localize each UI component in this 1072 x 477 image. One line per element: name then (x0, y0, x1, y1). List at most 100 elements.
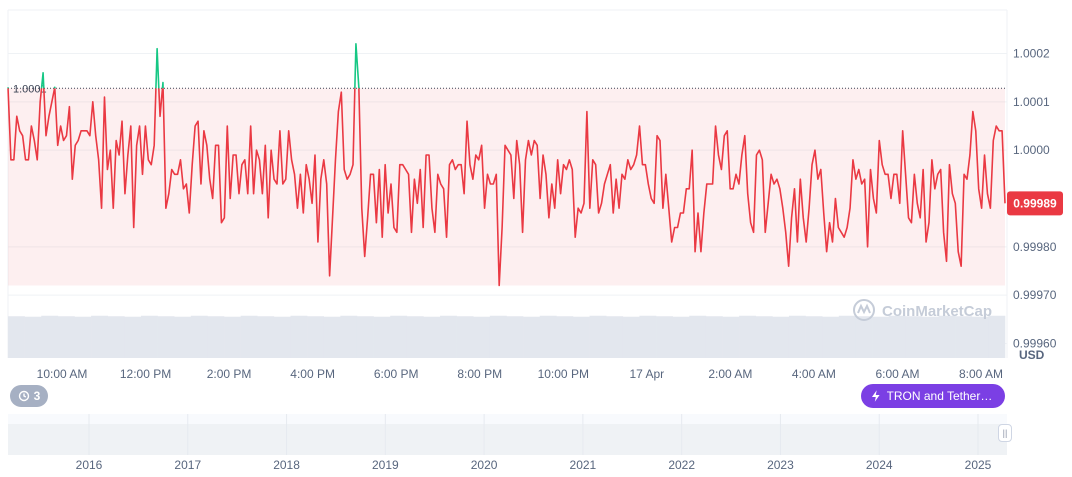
volume-bar (290, 315, 308, 358)
news-button[interactable]: TRON and Tether h... (861, 384, 1005, 408)
volume-bar (755, 316, 773, 358)
volume-bar (689, 315, 707, 358)
x-tick-label: 2:00 PM (207, 367, 252, 381)
navigator-year-label: 2024 (866, 458, 893, 472)
navigator-year-label: 2020 (471, 458, 498, 472)
volume-bar (656, 316, 673, 358)
volume-bar (805, 316, 823, 358)
volume-bar (257, 316, 275, 358)
volume-bar (406, 316, 424, 358)
volume-bar (705, 316, 723, 358)
volume-bar (207, 316, 225, 358)
current-price-badge: 0.99989 (1007, 191, 1063, 216)
volume-bars (8, 315, 1006, 358)
current-price-label: 0.99989 (1013, 196, 1057, 210)
x-axis: 10:00 AM 12:00 PM 2:00 PM 4:00 PM 6:00 PM 8:0… (37, 367, 1003, 381)
volume-bar (971, 316, 989, 358)
x-tick-label: 10:00 AM (37, 367, 88, 381)
volume-bar (124, 316, 142, 358)
volume-bar (589, 315, 607, 358)
x-tick-label: 12:00 PM (120, 367, 171, 381)
plot-area-frame (7, 9, 1008, 358)
navigator-handle[interactable]: || (998, 424, 1012, 442)
y-tick-label: 0.99960 (1013, 337, 1057, 351)
volume-bar (955, 316, 973, 358)
watermark-text: CoinMarketCap (882, 303, 992, 320)
volume-bar (190, 315, 208, 358)
y-tick-label: 1.0002 (1013, 47, 1050, 61)
volume-bar (57, 316, 75, 358)
news-text: TRON and Tether h... (886, 389, 995, 403)
y-tick-label: 0.99980 (1013, 240, 1057, 254)
volume-bar (423, 316, 441, 358)
volume-bar (107, 316, 125, 358)
navigator-year-label: 2023 (767, 458, 794, 472)
volume-bar (356, 316, 374, 358)
volume-bar (905, 316, 923, 358)
reference-label: 1.0001 (13, 83, 47, 95)
volume-bar (91, 315, 108, 358)
volume-bar (523, 316, 541, 358)
navigator-year-label: 2022 (668, 458, 695, 472)
volume-bar (739, 315, 757, 358)
volume-bar (74, 316, 92, 358)
x-tick-label: 6:00 AM (875, 367, 919, 381)
volume-bar (556, 316, 574, 358)
volume-bar (473, 316, 491, 358)
x-tick-label: 17 Apr (629, 367, 664, 381)
coinmarketcap-logo-icon (853, 299, 875, 321)
volume-bar (340, 315, 358, 358)
navigator-grid (88, 414, 979, 455)
unit-label: USD (1019, 348, 1045, 362)
area-fill-below-reference (8, 88, 1005, 286)
navigator[interactable]: 2016 2017 2018 2019 2020 2021 2022 2023 2024 2025 (8, 414, 1007, 472)
volume-bar (390, 315, 408, 358)
history-icon (18, 390, 29, 402)
navigator-year-label: 2025 (965, 458, 992, 472)
volume-bar (440, 315, 457, 358)
volume-bar (157, 316, 175, 358)
volume-bar (8, 316, 25, 358)
volume-bar (273, 316, 291, 358)
volume-bar (506, 316, 524, 358)
volume-bar (240, 315, 258, 358)
volume-bar (788, 315, 806, 358)
volume-bar (24, 316, 42, 358)
volume-bar (988, 315, 1006, 358)
volume-bar (489, 315, 507, 358)
navigator-year-label: 2018 (273, 458, 300, 472)
y-axis: 1.0002 1.0001 1.0000 0.99980 0.99970 0.99960 (1013, 47, 1057, 351)
volume-bar (224, 316, 241, 358)
x-tick-label: 2:00 AM (708, 367, 752, 381)
x-tick-label: 10:00 PM (538, 367, 589, 381)
volume-bar (672, 316, 690, 358)
volume-bar (174, 316, 192, 358)
volume-bar (41, 315, 59, 358)
volume-bar (140, 315, 158, 358)
navigator-area (8, 424, 1007, 455)
history-count: 3 (33, 389, 41, 403)
navigator-year-label: 2017 (174, 458, 201, 472)
volume-bar (722, 316, 740, 358)
y-tick-label: 1.0001 (1013, 95, 1050, 109)
volume-bar (639, 315, 657, 358)
volume-bar (572, 316, 590, 358)
x-tick-label: 8:00 AM (959, 367, 1003, 381)
y-tick-label: 0.99970 (1013, 288, 1057, 302)
x-tick-label: 4:00 AM (792, 367, 836, 381)
volume-bar (872, 316, 889, 358)
history-button[interactable]: 3 (10, 385, 48, 407)
x-tick-label: 8:00 PM (457, 367, 502, 381)
volume-bar (323, 316, 341, 358)
navigator-years: 2016 2017 2018 2019 2020 2021 2022 2023 2024 2025 (76, 458, 992, 472)
volume-bar (307, 316, 325, 358)
navigator-year-label: 2016 (76, 458, 103, 472)
volume-bar (888, 315, 906, 358)
volume-bar (539, 315, 557, 358)
navigator-year-label: 2021 (570, 458, 597, 472)
price-line-below (7, 88, 1006, 287)
volume-bar (606, 316, 624, 358)
volume-bar (622, 316, 640, 358)
navigator-year-label: 2019 (372, 458, 399, 472)
